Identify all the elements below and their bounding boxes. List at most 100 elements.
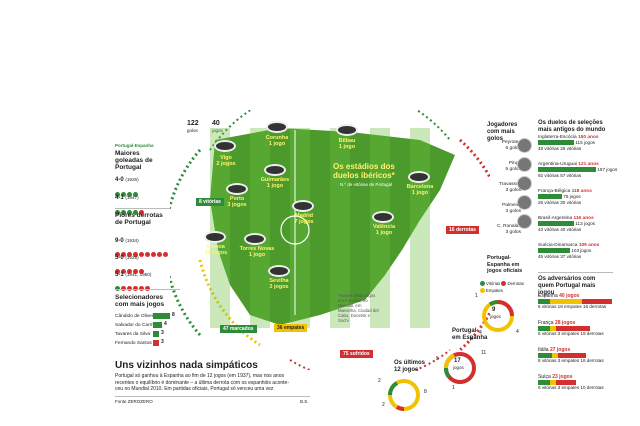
- oldest-item: Suécia-Dinamarca 109 anos 103 jogos 45 v…: [538, 243, 600, 259]
- credit: B.S.: [300, 399, 309, 404]
- scorers-title: Jogadores com mais golos: [487, 122, 518, 142]
- last12-donut: [388, 379, 420, 411]
- oldest-title: Os duelos de seleções mais antigos do mu…: [538, 120, 606, 133]
- coach-bar: [153, 322, 162, 328]
- city-label: Bilbau 1 jogo: [338, 138, 356, 150]
- opponent-item: Itália 27 jogos 8 vitórias 3 empates 16 …: [538, 347, 604, 363]
- in-spain-n: 5: [436, 356, 439, 362]
- player-photo: [517, 157, 532, 172]
- last12-n: 2: [378, 378, 381, 384]
- official-n: 4: [479, 330, 482, 336]
- stadium-icon: [244, 233, 266, 245]
- player-photo: [517, 138, 532, 153]
- stadium-icon: [226, 183, 248, 195]
- coach-games: 3: [161, 339, 164, 345]
- last12-title: Os últimos 12 jogos: [394, 360, 426, 373]
- losses-tag: 16 derrotas: [446, 226, 479, 234]
- map-note: *Houve ainda jogos em Funchal, no Mundia…: [338, 293, 379, 323]
- win-2: 4-1 (1947): [115, 195, 139, 201]
- last12-n: 2: [382, 402, 385, 408]
- wins-tag: 8 vitórias: [196, 198, 224, 206]
- stadium-icon: [268, 265, 290, 277]
- coach-row: Fernando Santos: [115, 341, 152, 346]
- section-tag: Portugal-Espanha: [115, 143, 154, 148]
- map-title: Os estádios dos duelos ibéricos*: [333, 162, 395, 180]
- coach-bar: [153, 313, 170, 319]
- scorer-row: Travassos 3 golos: [499, 182, 521, 193]
- official-title: Portugal-Espanha em jogos oficiais: [487, 255, 523, 274]
- opponent-item: Espanha 40 jogos 6 vitórias 18 empates 1…: [538, 293, 616, 309]
- biggest-wins-title: Maiores goleadas de Portugal: [115, 150, 153, 171]
- city-label: Sevilha 3 jogos: [269, 278, 289, 290]
- scorer-row: Peyroteo 6 golos: [501, 140, 521, 151]
- oldest-item: França-Bélgica 118 anos 75 jogos 26 vitó…: [538, 189, 592, 205]
- scored-tag: 47 marcados: [220, 325, 257, 333]
- loss-2-dots: [115, 263, 145, 281]
- oldest-item: Brasil-Argentina 116 anos 113 jogos 43 v…: [538, 216, 595, 232]
- headline-title: Uns vizinhos nada simpáticos: [115, 360, 258, 371]
- stadium-icon: [264, 164, 286, 176]
- city-label: Madrid 7 jogos: [294, 213, 314, 225]
- stadium-icon: [292, 200, 314, 212]
- stadium-icon: [204, 231, 226, 243]
- total-games: 40: [212, 120, 220, 127]
- loss-3-dots: [115, 280, 151, 298]
- city-label: Vigo 2 jogos: [216, 155, 236, 167]
- coach-bar: [153, 340, 159, 346]
- headline-body: Portugal só ganhou à Espanha ao fim de 1…: [115, 373, 289, 392]
- official-n: 4: [516, 329, 519, 335]
- opponents-title: Os adversários com quem Portugal mais jo…: [538, 276, 596, 296]
- oldest-item: Argentina-Uruguai 121 anos 197 jogos 92 …: [538, 162, 618, 178]
- player-photo: [517, 195, 532, 210]
- coach-games: 8: [172, 312, 175, 318]
- player-photo: [517, 214, 532, 229]
- opponent-item: Suíça 23 jogos 6 vitórias 3 empates 10 d…: [538, 374, 604, 390]
- official-donut: [482, 299, 514, 332]
- coach-games: 3: [161, 330, 164, 336]
- city-label: Barcelona 1 jogo: [406, 184, 434, 196]
- coach-row: Cândido de Oliveira: [115, 314, 158, 319]
- coaches-title: Selecionadores com mais jogos: [115, 294, 165, 308]
- in-spain-center-label: jogos: [453, 365, 464, 370]
- official-center: 9: [492, 307, 496, 313]
- official-legend-draw: Empates: [480, 288, 503, 294]
- in-spain-center: 17: [454, 358, 461, 364]
- total-games-label: jogos: [212, 128, 223, 133]
- win-2-dots: [115, 204, 145, 222]
- loss-1: 9-0 (1934): [115, 238, 139, 244]
- worst-losses-title: Piores derrotas de Portugal: [115, 212, 163, 226]
- city-label: Lisboa 13 jogos: [204, 244, 228, 256]
- player-photo: [517, 176, 532, 191]
- in-spain-donut: [444, 352, 476, 384]
- coach-row: Tavares da Silva: [115, 332, 151, 337]
- coach-games: 4: [164, 321, 167, 327]
- coach-bar: [153, 331, 159, 337]
- last12-n: 8: [424, 389, 427, 395]
- in-spain-n: 11: [481, 350, 487, 356]
- scorers-list: Peyroteo 6 golos Pinga 5 golos Travassos 3 …: [497, 140, 521, 236]
- total-goals: 122: [187, 120, 199, 127]
- stadium-icon: [408, 171, 430, 183]
- stadium-icon: [372, 211, 394, 223]
- loss-2: 5-0 (1928): [115, 255, 139, 261]
- city-label: Guimarães 1 jogo: [260, 177, 290, 189]
- official-legend: Vitórias Derrotas: [480, 281, 524, 287]
- stadium-icon: [336, 124, 358, 136]
- draws-tag: 36 empates: [274, 324, 308, 332]
- city-label: Torres Novas 1 jogo: [239, 246, 275, 258]
- loss-3: 5-1 (1941, 1950): [115, 272, 152, 278]
- coaches-list: Cândido de Oliveira Salvador do Carmo Ta…: [115, 312, 157, 348]
- in-spain-n: 1: [452, 385, 455, 391]
- city-label: Valência 1 jogo: [372, 224, 396, 236]
- oldest-item: Inglaterra-Escócia 150 anos 115 jogos 48…: [538, 135, 599, 151]
- stadium-icon: [266, 121, 288, 133]
- city-label: Porto 3 jogos: [227, 196, 247, 208]
- city-label: Corunha 1 jogo: [265, 135, 289, 147]
- total-goals-label: golos: [187, 128, 198, 133]
- opponent-item: França 28 jogos 6 vitórias 3 empates 19 …: [538, 320, 604, 336]
- map-subtitle: N.º de vitórias de Portugal: [340, 182, 393, 187]
- in-spain-title: Portugal em Espanha: [452, 328, 488, 341]
- scorer-row: Palmeiro 3 golos: [502, 203, 521, 214]
- official-center-label: jogos: [490, 314, 501, 319]
- stadium-icon: [214, 140, 236, 152]
